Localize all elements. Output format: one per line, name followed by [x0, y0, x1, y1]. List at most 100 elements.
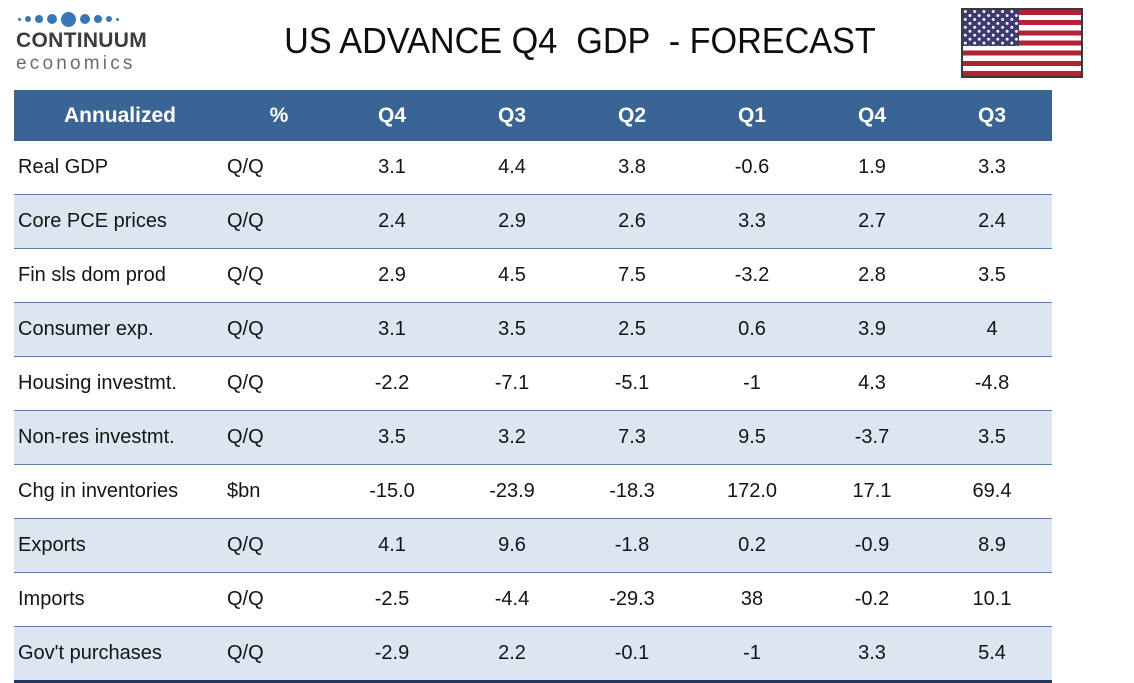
cell-value: 7.3 — [572, 410, 692, 465]
cell-value: -3.2 — [692, 248, 812, 303]
row-label: Exports — [14, 518, 226, 573]
table-row: Real GDP Q/Q 3.1 4.4 3.8 -0.6 1.9 3.3 — [14, 141, 1052, 195]
cell-value: 3.2 — [452, 410, 572, 465]
logo-dot — [35, 15, 43, 23]
cell-value: 9.6 — [452, 518, 572, 573]
row-unit: Q/Q — [226, 572, 332, 627]
cell-value: 2.2 — [452, 626, 572, 683]
cell-value: 17.1 — [812, 464, 932, 519]
table-row: Fin sls dom prod Q/Q 2.9 4.5 7.5 -3.2 2.8 3.5 — [14, 248, 1052, 303]
cell-value: 2.4 — [932, 194, 1052, 249]
cell-value: -0.1 — [572, 626, 692, 683]
cell-value: -18.3 — [572, 464, 692, 519]
cell-value: 4.3 — [812, 356, 932, 411]
cell-value: -3.7 — [812, 410, 932, 465]
cell-value: 4 — [932, 302, 1052, 357]
cell-value: 3.5 — [932, 410, 1052, 465]
cell-value: -1 — [692, 626, 812, 683]
row-unit: Q/Q — [226, 141, 332, 195]
table-row: Gov't purchases Q/Q -2.9 2.2 -0.1 -1 3.3 5.4 — [14, 626, 1052, 683]
row-unit: $bn — [226, 464, 332, 519]
cell-value: -5.1 — [572, 356, 692, 411]
row-unit: Q/Q — [226, 302, 332, 357]
row-label: Fin sls dom prod — [14, 248, 226, 303]
cell-value: 8.9 — [932, 518, 1052, 573]
table-row: Chg in inventories $bn -15.0 -23.9 -18.3 172.… — [14, 464, 1052, 519]
column-header: % — [226, 90, 332, 141]
column-header: Q3 — [932, 90, 1052, 141]
column-header: Annualized — [14, 90, 226, 141]
cell-value: -2.5 — [332, 572, 452, 627]
cell-value: 3.3 — [812, 626, 932, 683]
logo-dot — [61, 11, 76, 27]
cell-value: 9.5 — [692, 410, 812, 465]
us-flag-icon — [961, 8, 1083, 78]
logo-dot — [80, 14, 90, 24]
row-label: Housing investmt. — [14, 356, 226, 411]
cell-value: 5.4 — [932, 626, 1052, 683]
cell-value: 3.5 — [332, 410, 452, 465]
page-title: US ADVANCE Q4 GDP - FORECAST — [284, 20, 876, 61]
cell-value: -4.4 — [452, 572, 572, 627]
logo-dot — [25, 16, 31, 22]
cell-value: -23.9 — [452, 464, 572, 519]
logo-dot — [47, 14, 57, 24]
continuum-logo: CONTINUUM economics — [16, 11, 147, 75]
cell-value: 2.8 — [812, 248, 932, 303]
cell-value: 4.5 — [452, 248, 572, 303]
cell-value: 3.5 — [932, 248, 1052, 303]
table-row: Core PCE prices Q/Q 2.4 2.9 2.6 3.3 2.7 2.4 — [14, 194, 1052, 249]
table-row: Non-res investmt. Q/Q 3.5 3.2 7.3 9.5 -3.7 3.5 — [14, 410, 1052, 465]
cell-value: -0.2 — [812, 572, 932, 627]
cell-value: 3.8 — [572, 141, 692, 195]
logo-dot — [94, 15, 102, 23]
table-row: Exports Q/Q 4.1 9.6 -1.8 0.2 -0.9 8.9 — [14, 518, 1052, 573]
cell-value: 2.4 — [332, 194, 452, 249]
cell-value: 0.2 — [692, 518, 812, 573]
cell-value: -1.8 — [572, 518, 692, 573]
cell-value: 3.5 — [452, 302, 572, 357]
cell-value: 4.4 — [452, 141, 572, 195]
cell-value: -1 — [692, 356, 812, 411]
cell-value: -0.9 — [812, 518, 932, 573]
logo-subtitle: economics — [16, 53, 136, 74]
cell-value: 7.5 — [572, 248, 692, 303]
row-unit: Q/Q — [226, 518, 332, 573]
column-header: Q4 — [332, 90, 452, 141]
cell-value: 3.1 — [332, 302, 452, 357]
row-unit: Q/Q — [226, 356, 332, 411]
cell-value: 10.1 — [932, 572, 1052, 627]
logo-dot — [106, 16, 112, 22]
cell-value: 0.6 — [692, 302, 812, 357]
row-label: Imports — [14, 572, 226, 627]
logo-wordmark: CONTINUUM — [16, 29, 148, 52]
table-row: Imports Q/Q -2.5 -4.4 -29.3 38 -0.2 10.1 — [14, 572, 1052, 627]
column-header: Q4 — [812, 90, 932, 141]
cell-value: -15.0 — [332, 464, 452, 519]
cell-value: 3.3 — [692, 194, 812, 249]
table-body: Real GDP Q/Q 3.1 4.4 3.8 -0.6 1.9 3.3 Core PCE p… — [14, 141, 1052, 683]
cell-value: 1.9 — [812, 141, 932, 195]
table-row: Consumer exp. Q/Q 3.1 3.5 2.5 0.6 3.9 4 — [14, 302, 1052, 357]
row-label: Core PCE prices — [14, 194, 226, 249]
cell-value: 2.9 — [332, 248, 452, 303]
row-label: Non-res investmt. — [14, 410, 226, 465]
table-row: Housing investmt. Q/Q -2.2 -7.1 -5.1 -1 4.3 -4.… — [14, 356, 1052, 411]
cell-value: 2.9 — [452, 194, 572, 249]
gdp-forecast-table: Annualized% Q4 Q3 Q2 Q1 Q4 Q3 Real GDP Q/Q 3.1 4.… — [14, 90, 1052, 683]
cell-value: -7.1 — [452, 356, 572, 411]
cell-value: -29.3 — [572, 572, 692, 627]
cell-value: -2.9 — [332, 626, 452, 683]
cell-value: 3.3 — [932, 141, 1052, 195]
cell-value: -0.6 — [692, 141, 812, 195]
row-label: Consumer exp. — [14, 302, 226, 357]
cell-value: 2.5 — [572, 302, 692, 357]
table-header-row: Annualized% Q4 Q3 Q2 Q1 Q4 Q3 — [14, 90, 1052, 141]
cell-value: 4.1 — [332, 518, 452, 573]
cell-value: 3.1 — [332, 141, 452, 195]
column-header: Q2 — [572, 90, 692, 141]
row-unit: Q/Q — [226, 410, 332, 465]
row-unit: Q/Q — [226, 626, 332, 683]
column-header: Q1 — [692, 90, 812, 141]
